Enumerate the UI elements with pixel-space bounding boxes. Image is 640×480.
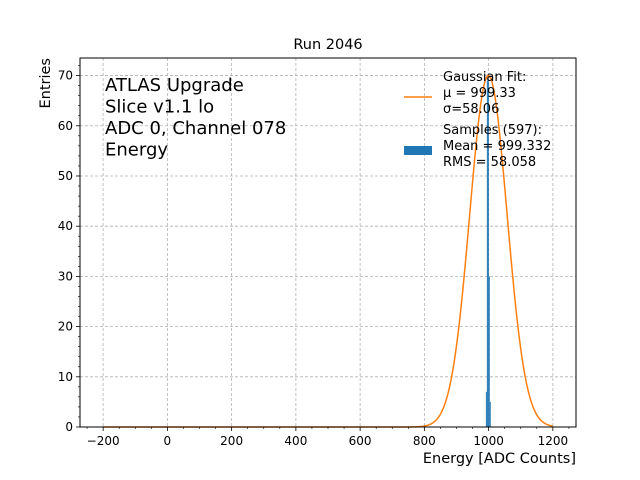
legend-text-line: Samples (597): bbox=[443, 123, 542, 138]
legend-text-line: Gaussian Fit: bbox=[443, 70, 526, 85]
y-tick-label: 50 bbox=[58, 169, 73, 183]
legend-samples-swatch bbox=[404, 146, 432, 155]
annotation-line: Energy bbox=[105, 140, 168, 161]
x-tick-label: −200 bbox=[87, 434, 120, 448]
x-tick-label: 200 bbox=[220, 434, 243, 448]
y-axis: 0 10 20 30 40 50 60 70 bbox=[58, 65, 80, 434]
x-tick-label: 600 bbox=[349, 434, 372, 448]
annotation-line: Slice v1.1 lo bbox=[105, 97, 214, 118]
x-axis: −200 0 200 400 600 800 1000 1200 bbox=[87, 427, 570, 448]
x-tick-label: 0 bbox=[164, 434, 172, 448]
y-tick-label: 60 bbox=[58, 119, 73, 133]
y-tick-label: 10 bbox=[58, 370, 73, 384]
x-tick-label: 400 bbox=[284, 434, 307, 448]
x-tick-label: 1200 bbox=[538, 434, 569, 448]
x-axis-label: Energy [ADC Counts] bbox=[423, 451, 576, 467]
legend: Gaussian Fit: μ = 999.33 σ=58.06 Samples … bbox=[404, 70, 551, 170]
chart-title: Run 2046 bbox=[293, 37, 362, 53]
y-tick-label: 0 bbox=[65, 420, 73, 434]
y-tick-label: 40 bbox=[58, 219, 73, 233]
histogram-bar bbox=[489, 401, 491, 427]
histogram-bars bbox=[485, 80, 491, 428]
y-tick-label: 20 bbox=[58, 320, 73, 334]
histogram-bar bbox=[485, 391, 487, 427]
histogram-bar bbox=[486, 80, 488, 428]
legend-text-line: μ = 999.33 bbox=[443, 86, 516, 101]
x-tick-label: 1000 bbox=[473, 434, 504, 448]
annotation-line: ADC 0, Channel 078 bbox=[105, 118, 286, 139]
legend-text-line: Mean = 999.332 bbox=[443, 139, 551, 154]
y-tick-label: 70 bbox=[58, 69, 73, 83]
legend-text-line: RMS = 58.058 bbox=[443, 155, 536, 170]
legend-text-line: σ=58.06 bbox=[443, 102, 499, 117]
histogram-bar bbox=[487, 80, 489, 428]
y-axis-label: Entries bbox=[38, 58, 54, 109]
histogram-bar bbox=[488, 276, 490, 427]
annotation-line: ATLAS Upgrade bbox=[105, 75, 244, 96]
y-tick-label: 30 bbox=[58, 269, 73, 283]
x-tick-label: 800 bbox=[413, 434, 436, 448]
